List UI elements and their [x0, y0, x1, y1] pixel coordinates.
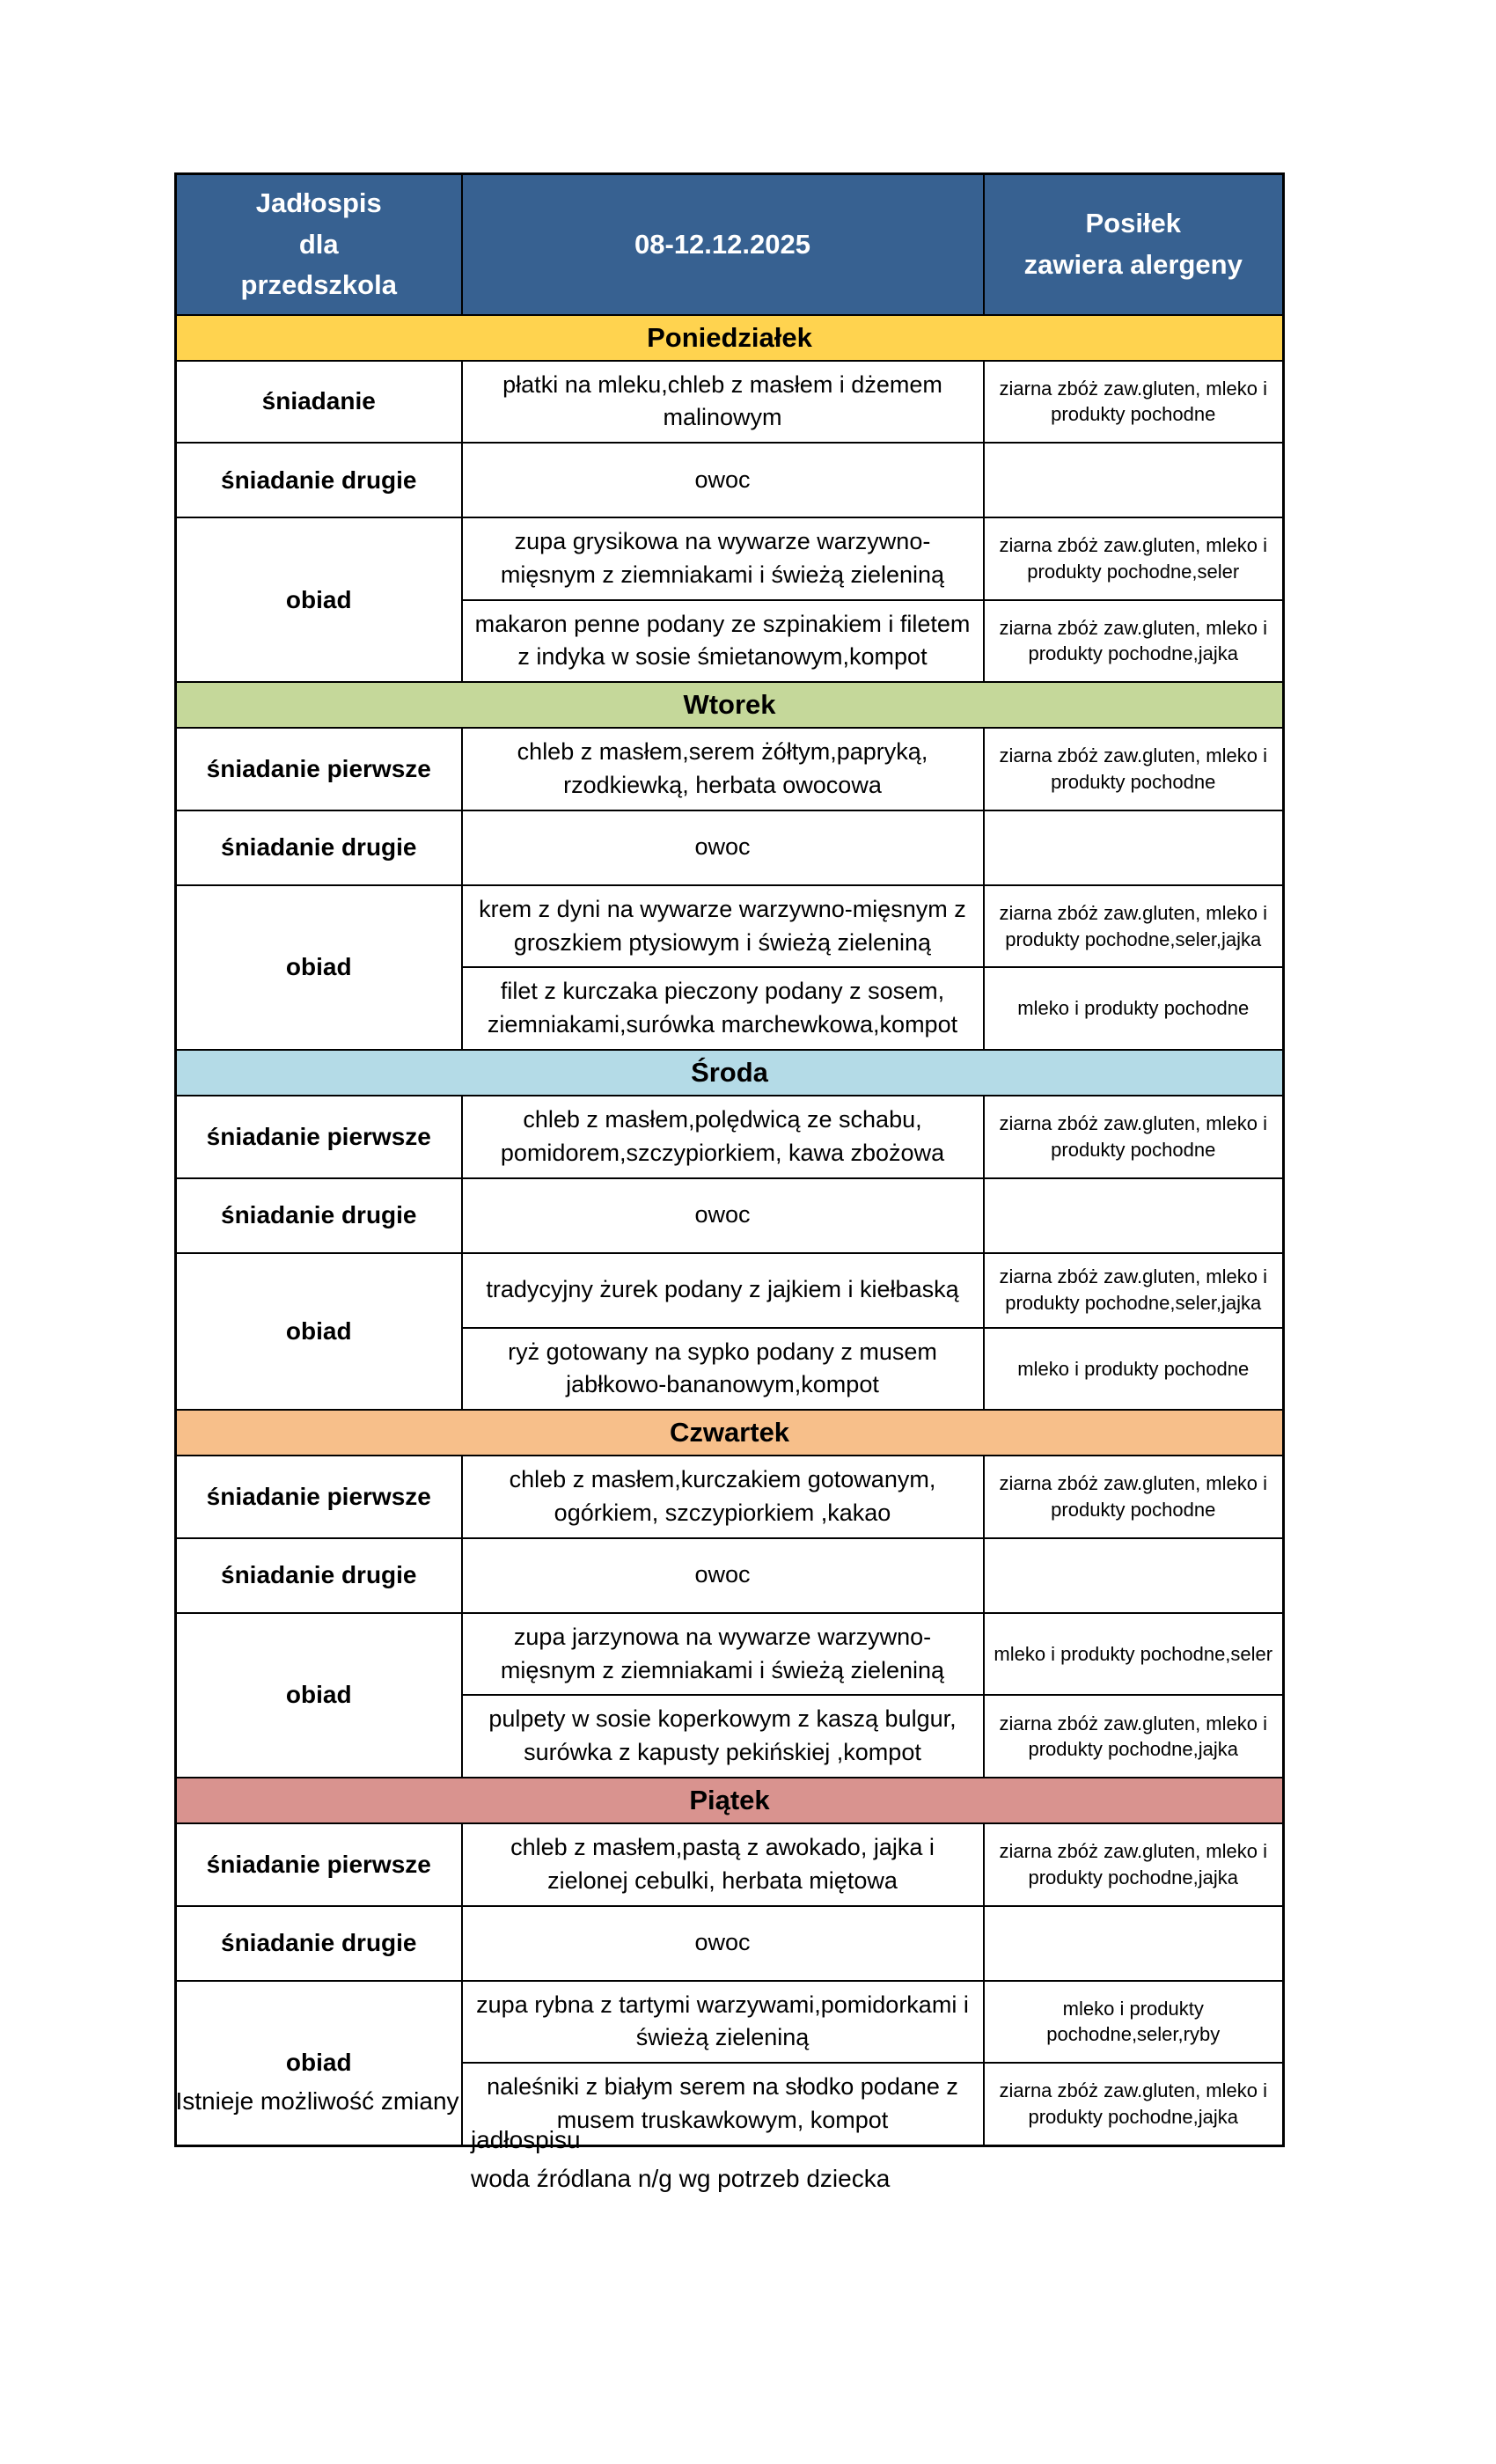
- meal-allergens: ziarna zbóż zaw.gluten, mleko i produkty…: [982, 359, 1285, 444]
- meal-allergens: ziarna zbóż zaw.gluten, mleko i produkty…: [982, 1455, 1285, 1539]
- meal-menu: tradycyjny żurek podany z jajkiem i kieł…: [460, 1251, 985, 1329]
- meal-allergens: [982, 1904, 1285, 1982]
- day-band-thursday: Czwartek: [174, 1409, 1285, 1457]
- meal-menu: owoc: [460, 809, 985, 886]
- table-row: śniadanie drugie owoc: [174, 1904, 1285, 1982]
- meal-allergens: ziarna zbóż zaw.gluten, mleko i produkty…: [982, 598, 1285, 684]
- meal-allergens: mleko i produkty pochodne,seler,ryby: [982, 1979, 1285, 2064]
- table-row: śniadanie drugie owoc: [174, 1536, 1285, 1614]
- meal-allergens: [982, 1536, 1285, 1614]
- menu-table: Jadłospis dla przedszkola 08-12.12.2025 …: [174, 172, 1285, 2147]
- footer-note: Istnieje możliwość zmiany jadłospisu wod…: [174, 2082, 1282, 2198]
- meal-label: śniadanie drugie: [174, 809, 463, 886]
- meal-menu: ryż gotowany na sypko podany z musem jab…: [460, 1326, 985, 1412]
- table-row: pulpety w sosie koperkowym z kaszą bulgu…: [176, 1694, 1285, 1779]
- meal-label: śniadanie: [174, 359, 463, 444]
- meal-menu: owoc: [460, 1177, 985, 1254]
- meal-menu: naleśniki z białym serem na słodko podan…: [460, 2062, 985, 2147]
- meal-label: śniadanie pierwsze: [174, 727, 463, 811]
- meal-menu: zupa grysikowa na wywarze warzywno-mięsn…: [460, 517, 985, 601]
- meal-allergens: ziarna zbóż zaw.gluten, mleko i produkty…: [982, 517, 1285, 601]
- meal-menu: filet z kurczaka pieczony podany z sosem…: [460, 966, 985, 1052]
- table-row: filet z kurczaka pieczony podany z sosem…: [176, 966, 1285, 1052]
- meal-label: śniadanie pierwsze: [174, 1455, 463, 1539]
- table-row: śniadanie płatki na mleku,chleb z masłem…: [174, 359, 1285, 444]
- table-row: obiad krem z dyni na wywarze warzywno-mi…: [174, 884, 1285, 1052]
- day-band-tuesday: Wtorek: [174, 681, 1285, 730]
- meal-allergens: ziarna zbóż zaw.gluten, mleko i produkty…: [982, 1251, 1285, 1329]
- day-band-row-thursday: Czwartek: [174, 1409, 1285, 1457]
- meal-allergens: mleko i produkty pochodne: [982, 966, 1285, 1052]
- table-row: śniadanie pierwsze chleb z masłem,pastą …: [174, 1822, 1285, 1907]
- meal-menu: płatki na mleku,chleb z masłem i dżemem …: [460, 359, 985, 444]
- table-row: obiad tradycyjny żurek podany z jajkiem …: [174, 1251, 1285, 1412]
- meal-label: obiad: [174, 1251, 463, 1412]
- footer-note-right: jadłospisu woda źródlana n/g wg potrzeb …: [471, 2082, 890, 2198]
- meal-allergens: [982, 809, 1285, 886]
- meal-label: śniadanie drugie: [174, 1536, 463, 1614]
- meal-label: śniadanie drugie: [174, 1904, 463, 1982]
- meal-label: obiad: [174, 1611, 463, 1779]
- table-row: obiad zupa grysikowa na wywarze warzywno…: [174, 517, 1285, 684]
- meal-allergens: [982, 442, 1285, 519]
- meal-menu: zupa jarzynowa na wywarze warzywno-mięsn…: [460, 1611, 985, 1697]
- meal-menu: makaron penne podany ze szpinakiem i fil…: [460, 598, 985, 684]
- meal-label: śniadanie drugie: [174, 1177, 463, 1254]
- meal-menu: chleb z masłem,kurczakiem gotowanym, ogó…: [460, 1455, 985, 1539]
- day-band-row-wednesday: Środa: [174, 1049, 1285, 1097]
- meal-label: śniadanie pierwsze: [174, 1095, 463, 1179]
- meal-allergens: [982, 1177, 1285, 1254]
- table-row: obiad zupa rybna z tartymi warzywami,pom…: [174, 1979, 1285, 2147]
- footer-note-line1: jadłospisu: [471, 2126, 581, 2153]
- meal-menu: pulpety w sosie koperkowym z kaszą bulgu…: [460, 1694, 985, 1779]
- table-row: śniadanie pierwsze chleb z masłem,polędw…: [174, 1095, 1285, 1179]
- table-row: obiad zupa jarzynowa na wywarze warzywno…: [174, 1611, 1285, 1779]
- meal-menu: owoc: [460, 1904, 985, 1982]
- table-row: śniadanie pierwsze chleb z masłem,kurcza…: [174, 1455, 1285, 1539]
- day-band-row-tuesday: Wtorek: [174, 681, 1285, 730]
- meal-label: śniadanie drugie: [174, 442, 463, 519]
- meal-allergens: ziarna zbóż zaw.gluten, mleko i produkty…: [982, 2062, 1285, 2147]
- day-band-wednesday: Środa: [174, 1049, 1285, 1097]
- header-date-range: 08-12.12.2025: [460, 172, 985, 316]
- footer-note-left: Istnieje możliwość zmiany: [175, 2087, 459, 2115]
- meal-menu: chleb z masłem,serem żółtym,papryką, rzo…: [460, 727, 985, 811]
- day-band-row-friday: Piątek: [174, 1777, 1285, 1825]
- meal-menu: chleb z masłem,pastą z awokado, jajka i …: [460, 1822, 985, 1907]
- meal-allergens: ziarna zbóż zaw.gluten, mleko i produkty…: [982, 884, 1285, 969]
- day-band-friday: Piątek: [174, 1777, 1285, 1825]
- meal-label: śniadanie pierwsze: [174, 1822, 463, 1907]
- meal-menu: chleb z masłem,polędwicą ze schabu, pomi…: [460, 1095, 985, 1179]
- table-row: ryż gotowany na sypko podany z musem jab…: [176, 1326, 1285, 1412]
- meal-allergens: mleko i produkty pochodne: [982, 1326, 1285, 1412]
- meal-allergens: ziarna zbóż zaw.gluten, mleko i produkty…: [982, 1095, 1285, 1179]
- meal-label: obiad: [174, 884, 463, 1052]
- table-row: śniadanie drugie owoc: [174, 1177, 1285, 1254]
- meal-menu: zupa rybna z tartymi warzywami,pomidorka…: [460, 1979, 985, 2064]
- meal-allergens: ziarna zbóż zaw.gluten, mleko i produkty…: [982, 1822, 1285, 1907]
- table-row: naleśniki z białym serem na słodko podan…: [176, 2062, 1285, 2147]
- meal-menu: owoc: [460, 442, 985, 519]
- table-row: śniadanie drugie owoc: [174, 442, 1285, 519]
- meal-allergens: ziarna zbóż zaw.gluten, mleko i produkty…: [982, 727, 1285, 811]
- meal-label: obiad: [174, 517, 463, 684]
- day-band-row-monday: Poniedziałek: [174, 313, 1285, 362]
- footer-note-line2: woda źródlana n/g wg potrzeb dziecka: [471, 2165, 891, 2192]
- meal-allergens: mleko i produkty pochodne,seler: [982, 1611, 1285, 1697]
- day-band-monday: Poniedziałek: [174, 313, 1285, 362]
- table-row: makaron penne podany ze szpinakiem i fil…: [176, 598, 1285, 684]
- header-title: Jadłospis dla przedszkola: [174, 172, 463, 316]
- meal-label: obiad: [174, 1979, 463, 2147]
- header-allergens-column: Posiłek zawiera alergeny: [982, 172, 1285, 316]
- meal-allergens: ziarna zbóż zaw.gluten, mleko i produkty…: [982, 1694, 1285, 1779]
- table-header-row: Jadłospis dla przedszkola 08-12.12.2025 …: [174, 172, 1285, 316]
- table-row: śniadanie pierwsze chleb z masłem,serem …: [174, 727, 1285, 811]
- table-row: śniadanie drugie owoc: [174, 809, 1285, 886]
- meal-menu: owoc: [460, 1536, 985, 1614]
- meal-menu: krem z dyni na wywarze warzywno-mięsnym …: [460, 884, 985, 969]
